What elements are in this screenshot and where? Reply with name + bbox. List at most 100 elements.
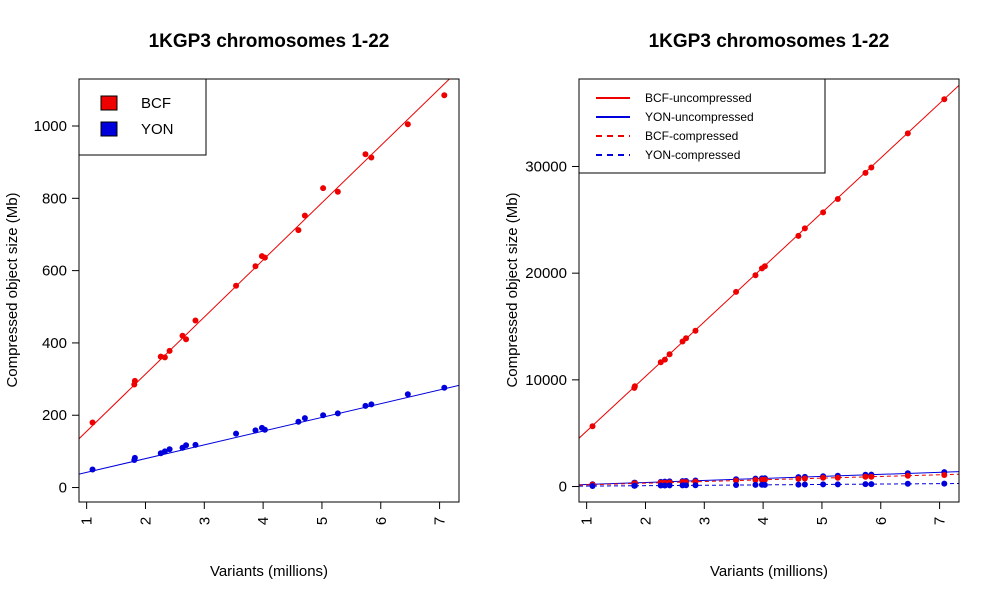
left-point-yon bbox=[295, 418, 302, 425]
left-point-yon bbox=[183, 442, 190, 449]
right-legend-label: BCF-uncompressed bbox=[645, 91, 752, 105]
left-point-bcf bbox=[233, 282, 240, 289]
right-x-tick-label: 4 bbox=[755, 517, 772, 525]
left-fit-line-yon bbox=[79, 384, 459, 475]
left-point-bcf bbox=[252, 263, 259, 270]
right-point-bcf-compressed bbox=[941, 471, 948, 478]
left-legend-swatch bbox=[100, 121, 118, 137]
left-chart-title: 1KGP3 chromosomes 1-22 bbox=[149, 31, 390, 52]
left-legend-label: BCF bbox=[141, 95, 171, 112]
right-point-bcf-uncompressed bbox=[631, 383, 638, 390]
left-point-bcf bbox=[362, 151, 369, 158]
left-fit-lines bbox=[79, 79, 459, 475]
left-y-tick-label: 800 bbox=[42, 190, 67, 207]
right-point-bcf-compressed bbox=[801, 475, 808, 482]
right-series-yon-compressed bbox=[589, 480, 948, 489]
right-fit-line-yon-uncompressed bbox=[579, 471, 959, 486]
right-point-bcf-uncompressed bbox=[683, 335, 690, 342]
left-point-yon bbox=[320, 412, 327, 419]
left-legend: BCF YON bbox=[78, 78, 207, 156]
right-y-axis: 0 10000 20000 30000 bbox=[525, 158, 580, 496]
right-point-yon-compressed bbox=[666, 482, 673, 489]
left-point-yon bbox=[161, 448, 168, 455]
right-y-tick-label: 20000 bbox=[525, 265, 567, 282]
right-point-bcf-compressed bbox=[868, 473, 875, 480]
right-y-tick-label: 10000 bbox=[525, 372, 567, 389]
right-point-yon-compressed bbox=[752, 481, 759, 488]
left-y-axis: 0 200 400 600 800 1000 bbox=[34, 118, 80, 497]
left-point-bcf bbox=[368, 154, 375, 161]
right-y-axis-label: Compressed object size (Mb) bbox=[504, 192, 521, 387]
right-point-bcf-uncompressed bbox=[801, 225, 808, 232]
right-point-yon-compressed bbox=[589, 482, 596, 489]
left-y-tick-label: 0 bbox=[59, 480, 67, 497]
right-point-bcf-compressed bbox=[795, 475, 802, 482]
right-point-bcf-uncompressed bbox=[761, 263, 768, 270]
right-point-yon-compressed bbox=[868, 481, 875, 488]
left-y-tick-label: 600 bbox=[42, 263, 67, 280]
right-point-yon-compressed bbox=[733, 481, 740, 488]
right-point-bcf-uncompressed bbox=[589, 423, 596, 430]
right-point-bcf-uncompressed bbox=[666, 351, 673, 358]
right-point-yon-compressed bbox=[904, 480, 911, 487]
left-y-axis-label: Compressed object size (Mb) bbox=[4, 192, 21, 387]
right-x-tick-label: 3 bbox=[696, 517, 713, 525]
right-point-yon-compressed bbox=[795, 481, 802, 488]
right-x-axis-label: Variants (millions) bbox=[710, 563, 828, 580]
right-point-bcf-uncompressed bbox=[733, 288, 740, 295]
right-fit-line-bcf-uncompressed bbox=[579, 84, 959, 439]
right-fit-lines bbox=[579, 84, 959, 487]
left-point-yon bbox=[261, 426, 268, 433]
left-legend-swatch bbox=[100, 95, 118, 111]
right-legend-label: YON-uncompressed bbox=[645, 110, 754, 124]
right-point-yon-compressed bbox=[761, 481, 768, 488]
left-x-tick-label: 3 bbox=[196, 517, 213, 525]
left-point-yon bbox=[233, 430, 240, 437]
right-point-bcf-uncompressed bbox=[692, 327, 699, 334]
right-point-bcf-compressed bbox=[862, 473, 869, 480]
left-point-yon bbox=[301, 415, 308, 422]
left-series-yon bbox=[89, 384, 448, 473]
left-point-bcf bbox=[295, 227, 302, 234]
right-x-tick-label: 5 bbox=[814, 517, 831, 525]
left-y-tick-label: 1000 bbox=[34, 118, 67, 135]
right-point-yon-compressed bbox=[862, 481, 869, 488]
right-point-bcf-compressed bbox=[820, 474, 827, 481]
left-y-tick-label: 400 bbox=[42, 335, 67, 352]
right-point-yon-compressed bbox=[661, 482, 668, 489]
right-x-tick-label: 6 bbox=[873, 517, 890, 525]
right-point-bcf-uncompressed bbox=[941, 96, 948, 103]
left-point-bcf bbox=[183, 336, 190, 343]
left-x-tick-label: 1 bbox=[79, 517, 96, 525]
left-point-yon bbox=[368, 401, 375, 408]
left-point-bcf bbox=[320, 185, 327, 192]
left-x-axis-label: Variants (millions) bbox=[210, 563, 328, 580]
right-point-yon-compressed bbox=[631, 482, 638, 489]
left-point-bcf bbox=[301, 212, 308, 219]
right-point-bcf-compressed bbox=[904, 472, 911, 479]
left-point-yon bbox=[166, 446, 173, 453]
right-point-yon-compressed bbox=[683, 482, 690, 489]
right-fit-line-bcf-compressed bbox=[579, 473, 959, 486]
left-point-bcf bbox=[261, 254, 268, 261]
right-point-bcf-uncompressed bbox=[868, 164, 875, 171]
right-legend-label: BCF-compressed bbox=[645, 129, 738, 143]
right-point-yon-compressed bbox=[692, 482, 699, 489]
left-y-tick-label: 200 bbox=[42, 407, 67, 424]
right-x-tick-label: 1 bbox=[579, 517, 596, 525]
right-x-axis: 1 2 3 4 5 6 7 bbox=[579, 501, 949, 525]
right-point-bcf-uncompressed bbox=[795, 232, 802, 239]
right-point-bcf-uncompressed bbox=[834, 196, 841, 203]
left-chart-panel: 1KGP3 chromosomes 1-22 Variants (million… bbox=[4, 31, 460, 580]
right-point-yon-compressed bbox=[834, 481, 841, 488]
right-y-tick-label: 0 bbox=[559, 479, 567, 496]
left-point-yon bbox=[192, 441, 199, 448]
left-series-bcf bbox=[89, 92, 448, 426]
right-y-tick-label: 30000 bbox=[525, 158, 567, 175]
right-point-bcf-compressed bbox=[834, 474, 841, 481]
right-fit-line-yon-compressed bbox=[579, 483, 959, 487]
left-point-bcf bbox=[441, 92, 448, 99]
left-point-bcf bbox=[334, 188, 341, 195]
right-point-bcf-compressed bbox=[733, 477, 740, 484]
